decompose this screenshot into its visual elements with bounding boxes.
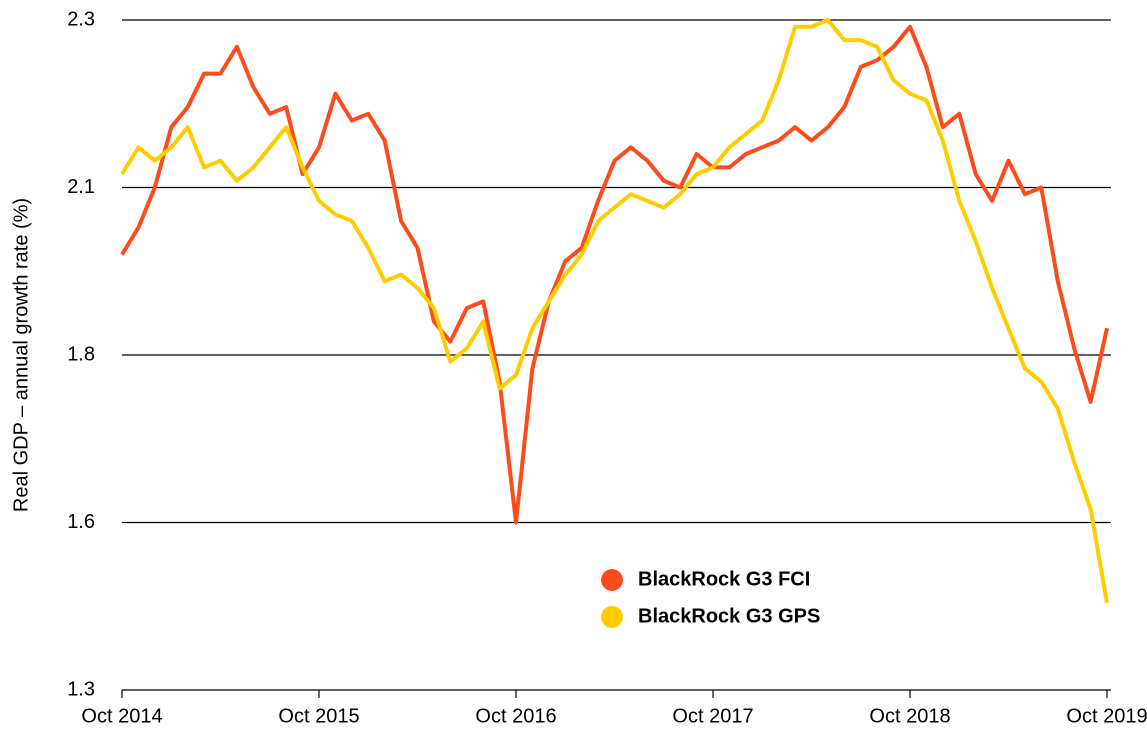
y-tick-label: 2.3 (67, 8, 95, 30)
x-tick-label: Oct 2018 (869, 705, 950, 727)
legend-marker (601, 606, 623, 628)
x-tick-label: Oct 2016 (475, 705, 556, 727)
x-tick-label: Oct 2015 (278, 705, 359, 727)
y-axis-label: Real GDP – annual growth rate (%) (10, 198, 32, 512)
y-tick-label: 1.6 (67, 511, 95, 533)
series-line (120, 18, 1109, 604)
y-tick-label: 2.1 (67, 176, 95, 198)
legend-marker (601, 569, 623, 591)
x-tick-label: Oct 2014 (81, 705, 162, 727)
x-tick-label: Oct 2017 (672, 705, 753, 727)
x-tick-label: Oct 2019 (1066, 705, 1147, 727)
y-tick-label: 1.8 (67, 343, 95, 365)
series-line (120, 24, 1109, 525)
legend-label: BlackRock G3 GPS (638, 605, 820, 627)
legend-label: BlackRock G3 FCI (638, 568, 810, 590)
y-tick-label: 1.3 (67, 678, 95, 700)
